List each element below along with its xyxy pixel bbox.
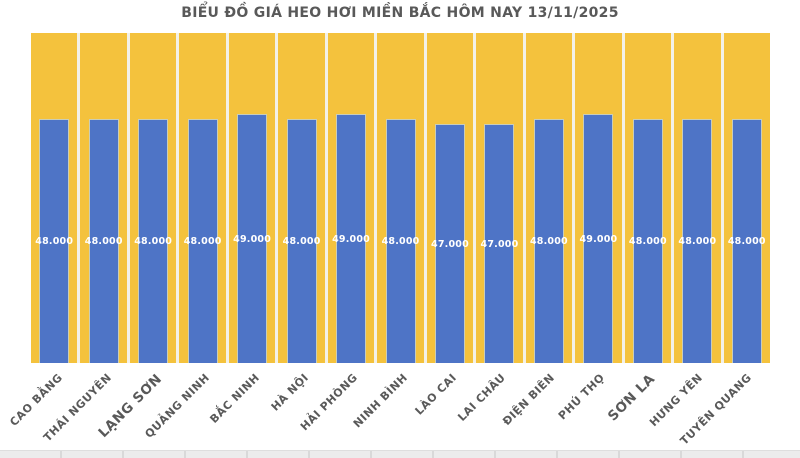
value-bar: 47.000 <box>481 124 518 363</box>
category-column: 48.000 <box>674 33 721 363</box>
x-axis-label: HẢI PHÒNG <box>298 371 361 434</box>
x-axis-label: LAI CHÂU <box>455 371 509 424</box>
category-column: 48.000 <box>31 33 78 363</box>
value-bar: 48.000 <box>530 119 568 363</box>
bar-value-label: 48.000 <box>282 236 321 247</box>
bar-value-label: 48.000 <box>183 236 222 247</box>
category-column: 48.000 <box>80 33 127 363</box>
bar-value-label: 48.000 <box>381 236 420 247</box>
x-axis-label: ĐIỆN BIÊN <box>500 371 558 428</box>
x-axis-label: SƠN LA <box>604 371 659 425</box>
value-bar: 48.000 <box>134 119 172 363</box>
bar-value-label: 47.000 <box>480 238 519 250</box>
x-axis-label: PHÚ THỌ <box>555 371 607 423</box>
value-bar: 48.000 <box>728 119 766 363</box>
category-column: 49.000 <box>327 33 375 363</box>
value-bar: 48.000 <box>35 119 73 363</box>
value-bar: 49.000 <box>579 114 617 363</box>
value-bar: 48.000 <box>382 119 419 363</box>
bar-value-label: 48.000 <box>134 236 173 247</box>
category-column: 47.000 <box>476 33 523 363</box>
x-axis-label: LẠNG SƠN <box>95 371 166 441</box>
category-column: 48.000 <box>624 33 672 363</box>
value-bar: 47.000 <box>431 124 469 363</box>
x-axis-label: HƯNG YÊN <box>647 371 706 430</box>
category-column: 48.000 <box>525 33 573 363</box>
bar-value-label: 48.000 <box>727 236 766 247</box>
bar-value-label: 49.000 <box>579 233 618 245</box>
value-bar: 48.000 <box>678 119 716 363</box>
bar-value-label: 48.000 <box>84 236 123 247</box>
category-column: 48.000 <box>179 33 226 363</box>
x-axis-label: TUYÊN QUANG <box>678 371 755 448</box>
cropped-table-top-edge <box>0 450 800 458</box>
x-axis-label: BẮC NINH <box>207 371 262 426</box>
category-column: 48.000 <box>723 33 771 363</box>
x-axis-label: LÀO CAI <box>412 371 459 418</box>
bar-value-label: 48.000 <box>529 236 568 247</box>
category-column: 48.000 <box>377 33 424 363</box>
bar-value-label: 48.000 <box>678 236 717 247</box>
value-bar: 49.000 <box>332 114 370 363</box>
x-axis-label: HÀ NỘI <box>268 371 312 414</box>
value-bar: 48.000 <box>85 119 122 363</box>
category-column: 48.000 <box>278 33 325 363</box>
category-column: 48.000 <box>129 33 177 363</box>
value-bar: 48.000 <box>184 119 221 363</box>
x-axis-label: CAO BẰNG <box>6 371 65 429</box>
bar-value-label: 47.000 <box>431 238 469 250</box>
x-axis-label: NINH BÌNH <box>350 371 410 431</box>
category-column: 47.000 <box>426 33 474 363</box>
category-column: 49.000 <box>575 33 622 363</box>
value-bar: 48.000 <box>629 119 667 363</box>
bar-value-label: 48.000 <box>35 236 74 247</box>
chart-title: BIỂU ĐỒ GIÁ HEO HƠI MIỀN BẮC HÔM NAY 13/… <box>181 5 619 21</box>
value-bar: 49.000 <box>233 114 271 363</box>
x-axis-label: QUẢNG NINH <box>142 371 213 441</box>
plot-area: 48.000 48.000 48.000 48.000 49.000 48.000 49.0… <box>31 33 771 363</box>
value-bar: 48.000 <box>283 119 320 363</box>
category-column: 49.000 <box>228 33 276 363</box>
bar-value-label: 49.000 <box>233 233 272 245</box>
bar-value-label: 48.000 <box>628 236 667 247</box>
x-axis-label: THÁI NGUYÊN <box>40 371 115 445</box>
bar-value-label: 49.000 <box>332 233 370 245</box>
